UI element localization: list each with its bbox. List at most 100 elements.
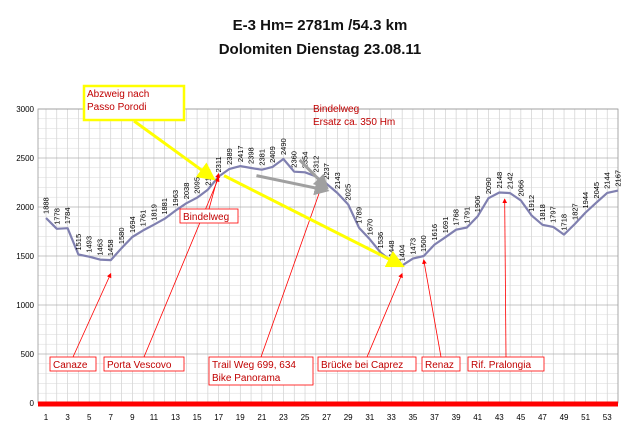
annotation-label: Passo Porodi [87, 102, 146, 113]
x-tick-label: 25 [301, 413, 310, 422]
data-label: 1888 [42, 197, 51, 214]
grey-arrow-2 [298, 158, 329, 190]
annotation-label: Bike Panorama [212, 373, 281, 384]
annotation: Rif. Pralongia [467, 198, 545, 372]
data-label: 1818 [538, 204, 547, 221]
data-label: 1881 [160, 198, 169, 215]
data-label: 1963 [171, 190, 180, 207]
data-label: 1463 [95, 239, 104, 256]
data-label: 2389 [225, 148, 234, 165]
data-label: 1718 [560, 214, 569, 231]
data-label: 1691 [441, 217, 450, 234]
data-label: 2490 [279, 138, 288, 155]
y-tick-label: 3000 [16, 105, 34, 114]
data-label: 2142 [506, 172, 515, 189]
annotation-label: Bindelweg [313, 104, 359, 115]
x-tick-label: 9 [130, 413, 135, 422]
data-label: 2398 [247, 147, 256, 164]
x-tick-label: 31 [365, 413, 374, 422]
annotation-box [82, 84, 186, 122]
chart-title-line1: E-3 Hm= 2781m /54.3 km [232, 17, 408, 34]
annotation-arrow [260, 186, 323, 358]
data-label: 1827 [570, 203, 579, 220]
x-tick-label: 53 [603, 413, 612, 422]
data-label: 1473 [408, 238, 417, 255]
annotation-label: Abzweig nach [87, 89, 149, 100]
data-label: 1784 [63, 207, 72, 224]
data-label: 1912 [527, 195, 536, 212]
x-tick-label: 37 [430, 413, 439, 422]
data-label: 1515 [74, 234, 83, 251]
data-label: 1493 [85, 236, 94, 253]
annotation: Bindelweg Ersatz ca. 350 Hm [313, 104, 395, 128]
data-label: 2144 [603, 172, 612, 189]
data-label: 2045 [592, 182, 601, 199]
data-label: 1616 [430, 224, 439, 241]
x-tick-label: 3 [65, 413, 70, 422]
y-tick-label: 2500 [16, 154, 34, 163]
series [38, 157, 619, 407]
annotation-label: Brücke bei Caprez [321, 360, 403, 371]
annotation-label: Canaze [53, 360, 88, 371]
annotation-label: Trail Weg 699, 634 [212, 360, 296, 371]
y-tick-label: 1000 [16, 301, 34, 310]
x-tick-label: 11 [150, 413, 159, 422]
annotation-label: Porta Vescovo [107, 360, 172, 371]
data-label: 1670 [365, 219, 374, 236]
y-tick-label: 0 [30, 399, 35, 408]
x-tick-label: 7 [109, 413, 114, 422]
x-tick-labels: 1 3 5 7 9 11 13 15 17 19 21 23 25 27 29 31 33 35 37 39 41 43 4… [44, 413, 612, 422]
x-tick-label: 27 [322, 413, 331, 422]
data-label: 1906 [473, 196, 482, 213]
x-tick-label: 49 [560, 413, 569, 422]
x-tick-label: 43 [495, 413, 504, 422]
x-tick-label: 51 [581, 413, 590, 422]
y-tick-label: 1500 [16, 252, 34, 261]
annotation-arrow [208, 172, 220, 210]
x-tick-label: 1 [44, 413, 49, 422]
annotation-arrow [72, 272, 112, 358]
data-label: 1694 [128, 216, 137, 233]
data-label: 2311 [214, 156, 223, 172]
data-label: 2148 [495, 172, 504, 189]
yellow-arrow-1 [133, 119, 216, 181]
x-tick-label: 21 [257, 413, 266, 422]
x-tick-label: 29 [344, 413, 353, 422]
annotation-label: Rif. Pralongia [471, 360, 531, 371]
annotation: Abzweig nach Passo Porodi [82, 84, 186, 122]
data-label: 1791 [462, 207, 471, 224]
annotation: Trail Weg 699, 634 Bike Panorama [208, 186, 323, 386]
data-label: 1761 [139, 210, 148, 227]
data-label: 2066 [516, 180, 525, 197]
data-label: 1448 [387, 240, 396, 257]
data-label: 1819 [149, 204, 158, 221]
y-tick-labels: 0 500 1000 1500 2000 2500 3000 [16, 105, 34, 408]
x-tick-label: 47 [538, 413, 547, 422]
annotation-arrow [366, 272, 403, 358]
y-tick-label: 500 [21, 350, 35, 359]
data-label: 2312 [311, 156, 320, 173]
data-label: 2095 [193, 177, 202, 194]
data-label: 1789 [354, 207, 363, 224]
data-label: 2354 [301, 152, 310, 169]
series-line-elevation [45, 157, 619, 267]
annotation-label: Bindelweg [183, 212, 229, 223]
annotation-arrow [422, 259, 442, 358]
annotation: Bindelweg [179, 172, 239, 224]
x-tick-label: 23 [279, 413, 288, 422]
data-label: 2167 [614, 170, 623, 187]
annotation: Brücke bei Caprez [317, 272, 417, 372]
x-tick-label: 17 [214, 413, 223, 422]
x-tick-label: 35 [408, 413, 417, 422]
x-tick-label: 45 [516, 413, 525, 422]
data-label: 1797 [549, 206, 558, 223]
data-label: 1404 [398, 245, 407, 262]
data-label: 1768 [452, 209, 461, 226]
x-tick-label: 33 [387, 413, 396, 422]
data-label: 1944 [581, 192, 590, 209]
annotation-arrow [502, 198, 508, 358]
data-label: 2409 [268, 146, 277, 163]
data-label: 2360 [290, 151, 299, 168]
